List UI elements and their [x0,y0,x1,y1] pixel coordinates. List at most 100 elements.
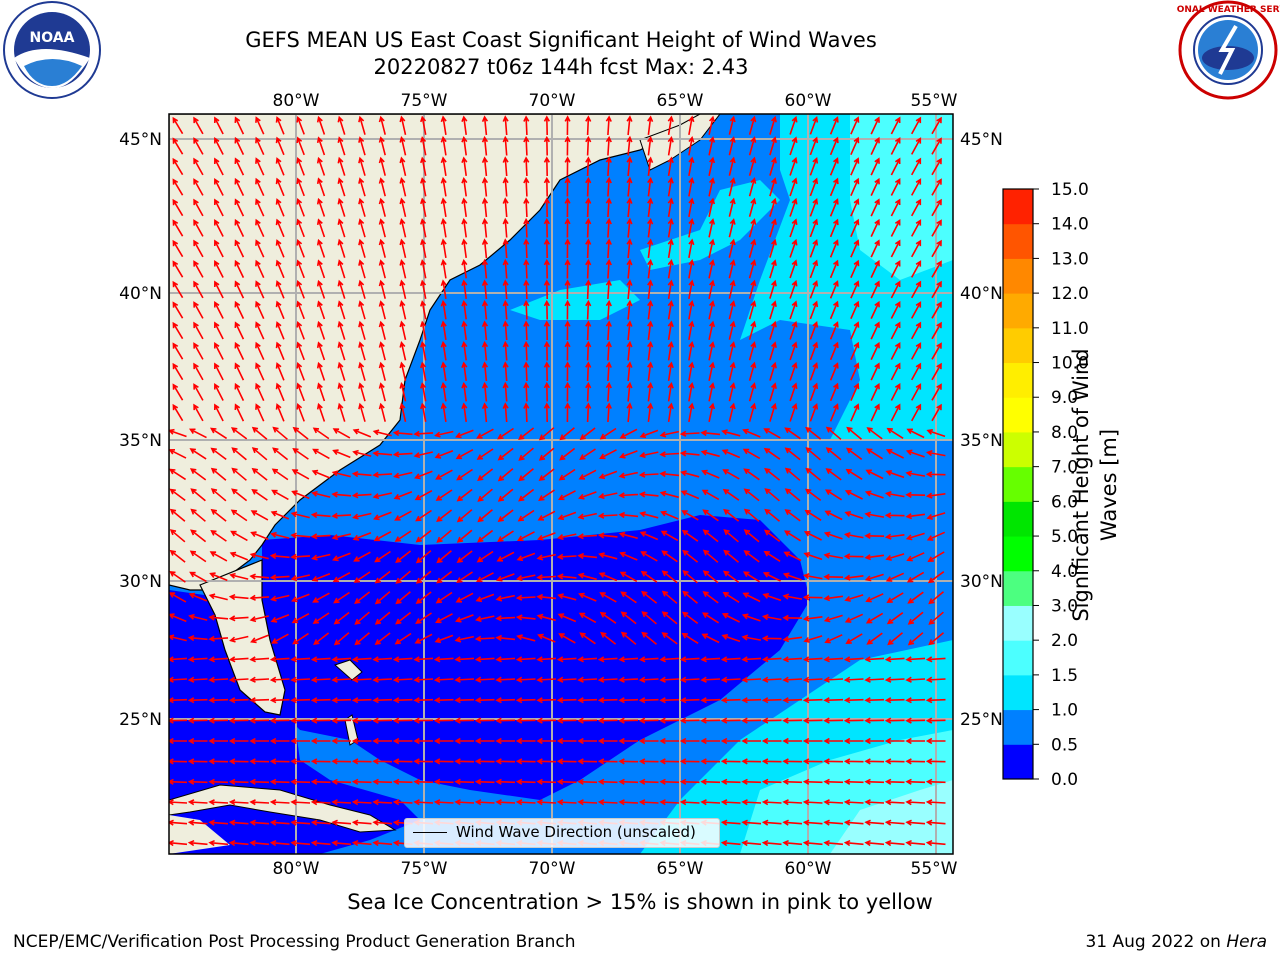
wave-direction-arrow [440,217,447,238]
wave-direction-arrow [682,570,698,584]
wave-direction-arrow [208,635,229,642]
wave-direction-arrow [905,839,926,847]
wave-direction-arrow [543,135,550,156]
wave-direction-arrow [905,491,926,498]
wave-direction-arrow [515,697,536,704]
wave-direction-arrow [618,656,639,663]
wave-direction-arrow [931,383,942,401]
wave-direction-arrow [172,137,184,155]
wave-direction-arrow [351,656,372,663]
wave-direction-arrow [597,758,618,765]
wave-direction-arrow [789,156,798,176]
wave-direction-arrow [647,135,654,156]
wave-direction-arrow [331,717,352,724]
wave-direction-arrow [269,574,290,581]
wave-direction-arrow [433,778,454,785]
wave-direction-arrow [231,467,247,481]
wave-direction-arrow [741,634,762,641]
wave-direction-arrow [230,509,248,522]
wave-direction-arrow [337,197,346,217]
wave-direction-arrow [784,509,801,522]
colorbar-tick-label: 7.0 [1051,458,1078,478]
wave-direction-arrow [763,550,781,562]
wave-direction-arrow [433,697,454,704]
wave-direction-arrow [556,697,577,704]
wave-direction-arrow [523,197,530,218]
legend-label: Wind Wave Direction (unscaled) [456,823,696,841]
wave-direction-arrow [681,529,699,542]
wave-direction-arrow [172,219,184,237]
wave-direction-arrow [476,550,494,563]
wave-direction-arrow [743,488,760,502]
wave-direction-arrow [331,839,352,847]
wave-direction-arrow [275,259,285,279]
wave-direction-arrow [310,717,331,724]
wave-direction-arrow [292,447,309,460]
wave-direction-arrow [536,697,557,704]
wave-direction-arrow [351,737,372,745]
wave-direction-arrow [659,676,680,683]
wave-direction-arrow [782,656,803,663]
wave-direction-arrow [843,737,864,745]
wave-direction-arrow [679,430,700,437]
wave-direction-arrow [638,758,659,765]
wave-direction-arrow [351,839,372,847]
wave-direction-arrow [764,508,781,522]
wave-direction-arrow [296,300,305,320]
wave-direction-arrow [249,758,270,765]
wave-direction-arrow [910,280,922,299]
wave-direction-arrow [619,571,638,583]
wave-direction-arrow [481,156,489,177]
wave-direction-arrow [829,382,839,402]
colorbar-segment [1003,501,1033,537]
wave-direction-arrow [214,301,224,319]
wave-direction-arrow [378,341,386,361]
wave-direction-arrow [337,177,346,197]
wave-direction-arrow [886,592,904,603]
wave-direction-arrow [618,737,638,745]
wave-direction-arrow [688,320,695,341]
wave-direction-arrow [316,115,326,135]
wave-direction-arrow [187,758,208,765]
wave-direction-arrow [290,656,311,663]
wave-direction-arrow [578,592,597,602]
wave-direction-arrow [700,758,721,765]
wave-direction-arrow [659,470,680,478]
wave-direction-arrow [392,676,413,683]
wave-direction-arrow [600,631,617,645]
wave-direction-arrow [415,570,432,584]
wave-direction-arrow [518,488,535,502]
wave-direction-arrow [640,570,658,583]
wave-direction-arrow [700,737,720,745]
wave-direction-arrow [688,402,695,423]
wave-direction-arrow [761,656,782,663]
wave-direction-arrow [639,511,659,519]
wave-direction-arrow [414,489,433,501]
wave-direction-arrow [169,449,187,459]
wave-direction-arrow [475,615,495,623]
wave-direction-arrow [454,656,475,663]
wave-direction-arrow [802,839,823,847]
wave-direction-arrow [605,361,612,382]
wave-direction-arrow [395,550,412,564]
wave-direction-arrow [910,383,922,401]
wave-direction-arrow [925,799,946,806]
wave-direction-arrow [399,136,407,156]
wave-direction-arrow [193,362,204,381]
wave-direction-arrow [870,239,880,258]
wave-direction-arrow [761,758,782,765]
wave-direction-arrow [378,238,386,258]
wave-direction-arrow [885,449,904,459]
wave-direction-arrow [802,594,823,601]
wave-direction-arrow [870,382,880,401]
wave-direction-arrow [661,570,678,584]
wave-direction-arrow [769,136,777,156]
wave-direction-arrow [741,697,762,704]
wave-direction-arrow [481,238,489,259]
wave-direction-arrow [358,259,366,279]
wave-direction-arrow [249,799,270,806]
colorbar-segment [1003,605,1033,641]
wave-direction-arrow [667,238,674,259]
wave-direction-arrow [890,383,901,401]
wave-direction-arrow [331,799,352,806]
